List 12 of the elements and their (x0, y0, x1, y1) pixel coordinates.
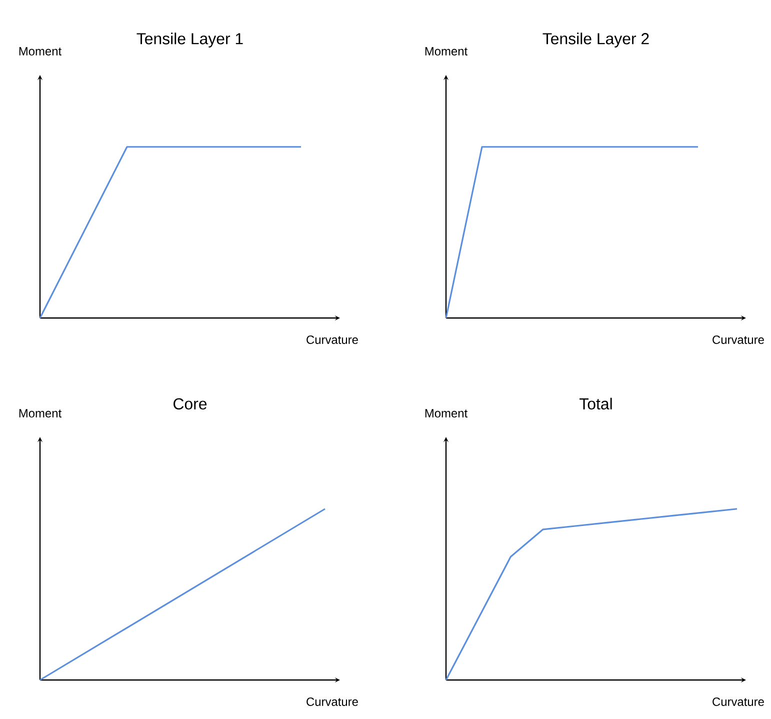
y-axis-title: Moment (19, 47, 62, 56)
chart-title: Tensile Layer 1 (136, 32, 243, 48)
x-axis-title: Curvature (306, 336, 358, 344)
x-axis-title: Curvature (712, 336, 764, 344)
chart-title: Total (580, 398, 612, 410)
y-axis-title: Moment (425, 47, 468, 56)
chart-title: Tensile Layer 2 (542, 32, 649, 48)
x-axis-title: Curvature (712, 698, 764, 706)
y-axis-title: Moment (19, 409, 62, 418)
chart-title: Core (174, 398, 207, 410)
y-axis-title: Moment (425, 409, 468, 418)
x-axis-title: Curvature (306, 698, 358, 706)
